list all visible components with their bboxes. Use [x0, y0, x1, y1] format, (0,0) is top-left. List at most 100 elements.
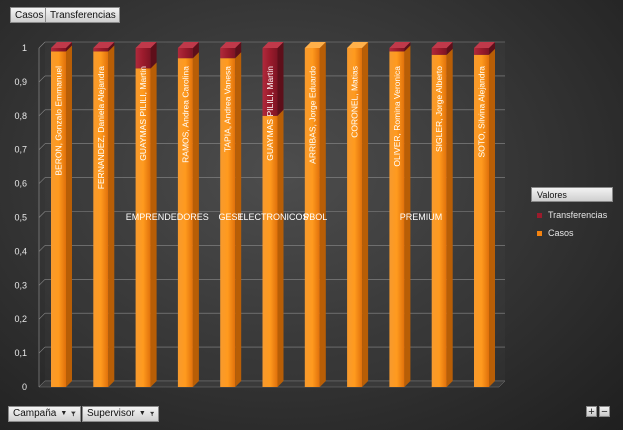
gridline-depth	[38, 109, 46, 117]
bar-top	[389, 42, 411, 48]
bar-top	[474, 42, 495, 48]
bar-side-casos	[489, 48, 495, 387]
funnel-icon	[149, 411, 154, 417]
bar-casos	[262, 115, 278, 388]
gridline-depth	[38, 211, 46, 218]
bar-transferencias	[389, 48, 405, 52]
category-label: TAPIA, Andrea Vanesa	[223, 66, 233, 152]
supervisor-filter-label: Supervisor	[87, 408, 135, 419]
bar-transferencias	[177, 48, 193, 59]
dropdown-arrow-icon: ▼	[60, 410, 68, 417]
gridline-depth	[38, 143, 46, 150]
campana-filter-button[interactable]: Campaña ▼	[8, 406, 81, 422]
transferencias-field-button[interactable]: Transferencias	[45, 7, 120, 23]
campana-filter-label: Campaña	[13, 408, 57, 419]
legend-label-casos: Casos	[548, 228, 574, 238]
bar-side-casos	[404, 45, 411, 387]
category-label: BERON, Gonzalo Emmanuel	[54, 66, 64, 176]
category-label: CORONEL, Matias	[350, 66, 360, 138]
bar-top	[431, 42, 453, 48]
bar-side-transferencias	[277, 42, 284, 116]
y-tick-label: 0	[22, 382, 27, 392]
bar-casos	[431, 54, 447, 387]
gridline-depth	[38, 177, 46, 184]
bar-transferencias	[93, 48, 109, 52]
bar-casos	[51, 51, 66, 387]
y-tick-label: 0,1	[14, 348, 27, 358]
y-tick-label: 1	[22, 43, 27, 53]
y-tick-label: 0,6	[14, 179, 27, 189]
dropdown-arrow-icon: ▼	[138, 410, 146, 417]
legend: Valores Transferencias Casos	[531, 187, 613, 238]
y-tick-label: 0,9	[14, 77, 27, 87]
bar-side-transferencias	[108, 42, 115, 52]
bar-side-transferencias	[150, 42, 157, 69]
bar-transferencias	[135, 48, 151, 69]
legend-title: Valores	[531, 187, 613, 202]
bar-casos	[304, 48, 320, 387]
bar-side-casos	[66, 45, 72, 387]
category-label: FERNANDEZ, Daniela Alejandra	[96, 66, 106, 190]
category-label: GUAYMAS PILILI, Martin	[138, 66, 148, 161]
bar-top	[220, 42, 242, 48]
bar-side-casos	[446, 48, 453, 387]
bar-casos	[347, 48, 363, 387]
bar-side-transferencias	[446, 42, 453, 55]
y-tick-label: 0,4	[14, 246, 27, 256]
y-tick-label: 0,7	[14, 145, 27, 155]
bar-side-transferencias	[66, 42, 72, 52]
bar-side-transferencias	[404, 42, 411, 52]
gridline-depth	[38, 75, 46, 83]
gridline-depth	[38, 279, 46, 286]
bar-casos	[93, 51, 109, 387]
bar-casos	[389, 51, 405, 387]
legend-swatch-transferencias	[537, 212, 542, 218]
group-label: GEST	[218, 212, 243, 222]
bar-top	[51, 42, 72, 48]
bar-top	[135, 42, 157, 48]
group-label: ELECTRONICOS	[237, 212, 308, 222]
y-tick-label: 0,2	[14, 314, 27, 324]
bar-casos	[220, 58, 236, 388]
y-tick-label: 0,8	[14, 111, 27, 121]
legend-item-transferencias: Transferencias	[531, 210, 613, 220]
bar-casos	[135, 68, 151, 387]
funnel-icon	[71, 411, 76, 417]
bar-casos	[177, 58, 193, 388]
bar-transferencias	[431, 48, 447, 55]
gridline-depth	[38, 312, 46, 320]
bar-top	[262, 42, 284, 48]
bar-side-transferencias	[192, 42, 199, 59]
bar-top	[177, 42, 199, 48]
gridline-depth	[38, 346, 46, 354]
zoom-in-button[interactable]: +	[586, 406, 597, 418]
bar-side-casos	[108, 45, 115, 387]
bar-top	[347, 42, 369, 48]
category-label: OLIVER, Romina Veronica	[392, 66, 402, 167]
zoom-out-button[interactable]: −	[599, 406, 610, 418]
bar-side-casos	[235, 52, 242, 388]
bar-side-casos	[150, 62, 157, 388]
legend-label-transferencias: Transferencias	[548, 210, 608, 220]
bar-transferencias	[474, 48, 489, 55]
bar-side-casos	[192, 52, 199, 388]
bar-side-transferencias	[235, 42, 242, 59]
group-label: PBOL	[303, 212, 327, 222]
supervisor-filter-button[interactable]: Supervisor ▼	[82, 406, 159, 422]
bar-side-casos	[362, 42, 369, 387]
group-label: PREMIUM	[400, 212, 443, 222]
group-label: EMPRENDEDORES	[126, 212, 209, 222]
bar-side-casos	[319, 42, 326, 387]
bar-side-casos	[277, 109, 284, 388]
y-tick-label: 0,3	[14, 280, 27, 290]
legend-item-casos: Casos	[531, 228, 613, 238]
category-label: SIGLER, Jorge Alberto	[434, 66, 444, 152]
category-label: ARRIBAS, Jorge Eduardo	[307, 66, 317, 164]
category-label: SOTO, Silvina Alejandra	[477, 66, 487, 158]
bar-transferencias	[220, 48, 236, 59]
bar-casos	[474, 54, 489, 387]
bar-top	[93, 42, 115, 48]
bar-transferencias	[51, 48, 66, 52]
gridline-depth	[38, 245, 46, 252]
